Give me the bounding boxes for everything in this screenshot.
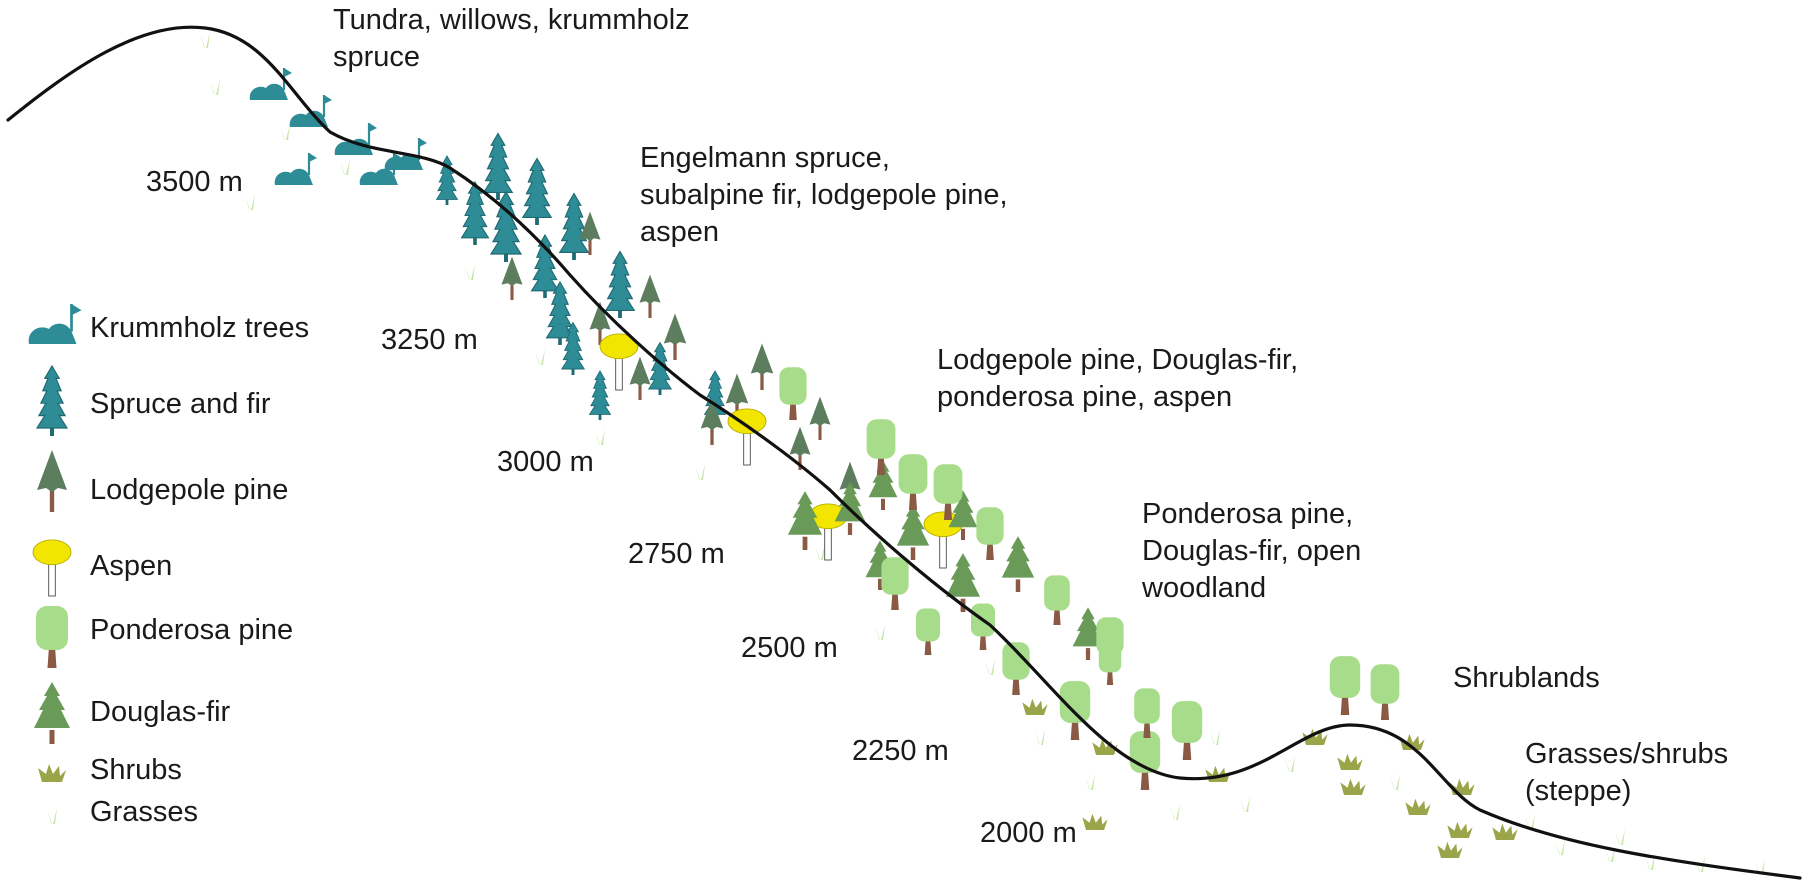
legend-item-krummholz: Krummholz trees xyxy=(24,300,364,356)
legend-label: Lodgepole pine xyxy=(90,474,289,506)
zone-label-line: Shrublands xyxy=(1453,662,1600,694)
elevation-label-3250: 3250 m xyxy=(381,324,478,356)
grass-icon xyxy=(47,808,57,824)
elevation-label-2750: 2750 m xyxy=(628,538,725,570)
zone-label-line: subalpine fir, lodgepole pine, xyxy=(640,179,1008,211)
zone-label-line: Ponderosa pine, xyxy=(1142,498,1354,530)
legend-label: Aspen xyxy=(90,550,173,582)
zone-label-subalpine: Engelmann spruce, subalpine fir, lodgepo… xyxy=(640,140,1008,251)
legend-item-lodgepole: Lodgepole pine xyxy=(24,450,364,512)
zone-label-montane: Lodgepole pine, Douglas-fir, ponderosa p… xyxy=(937,342,1298,416)
legend-item-aspen: Aspen xyxy=(24,532,364,597)
zone-label-line: Engelmann spruce, xyxy=(640,142,890,174)
zone-label-line: Douglas-fir, open xyxy=(1142,535,1362,567)
zone-label-line: ponderosa pine, aspen xyxy=(937,381,1233,413)
legend-label: Douglas-fir xyxy=(90,696,231,728)
zone-label-tundra: Tundra, willows, krummholz spruce xyxy=(333,2,690,76)
lodgepole-pine-icon xyxy=(37,450,67,512)
zone-label-line: Grasses/shrubs xyxy=(1525,738,1729,770)
zone-label-line: woodland xyxy=(1142,572,1267,604)
zone-label-line: Tundra, willows, krummholz xyxy=(333,4,690,36)
mountain-ridge-line xyxy=(6,25,1802,880)
zone-label-line: aspen xyxy=(640,216,720,248)
legend-label: Ponderosa pine xyxy=(90,614,294,646)
legend-label: Shrubs xyxy=(90,754,182,786)
zone-label-steppe: Grasses/shrubs (steppe) xyxy=(1525,736,1728,810)
zone-label-line: spruce xyxy=(333,41,421,73)
legend-item-spruce: Spruce and fir xyxy=(24,362,364,436)
zone-label-line: (steppe) xyxy=(1525,775,1632,807)
vegetation-layer xyxy=(249,68,1518,858)
shrub-icon xyxy=(38,764,66,782)
elevation-label-3000: 3000 m xyxy=(497,446,594,478)
legend-item-shrubs: Shrubs xyxy=(24,752,364,808)
legend-label: Krummholz trees xyxy=(90,312,310,344)
elevation-label-3500: 3500 m xyxy=(146,166,243,198)
aspen-icon xyxy=(32,539,72,597)
legend-label: Grasses xyxy=(90,796,198,828)
zone-label-foothill: Ponderosa pine, Douglas-fir, open woodla… xyxy=(1142,496,1361,607)
legend-item-grasses: Grasses xyxy=(24,794,364,850)
spruce-fir-icon xyxy=(35,364,69,436)
legend-item-ponderosa: Ponderosa pine xyxy=(24,600,364,668)
zone-label-shrublands: Shrublands xyxy=(1453,660,1600,697)
elevation-label-2250: 2250 m xyxy=(852,735,949,767)
krummholz-icon xyxy=(28,304,82,344)
ponderosa-pine-icon xyxy=(36,606,68,668)
elevation-label-2000: 2000 m xyxy=(980,817,1077,849)
elevation-label-2500: 2500 m xyxy=(741,632,838,664)
legend-label: Spruce and fir xyxy=(90,388,271,420)
legend-item-douglas: Douglas-fir xyxy=(24,680,364,744)
zone-label-line: Lodgepole pine, Douglas-fir, xyxy=(937,344,1299,376)
douglas-fir-icon xyxy=(34,682,70,744)
